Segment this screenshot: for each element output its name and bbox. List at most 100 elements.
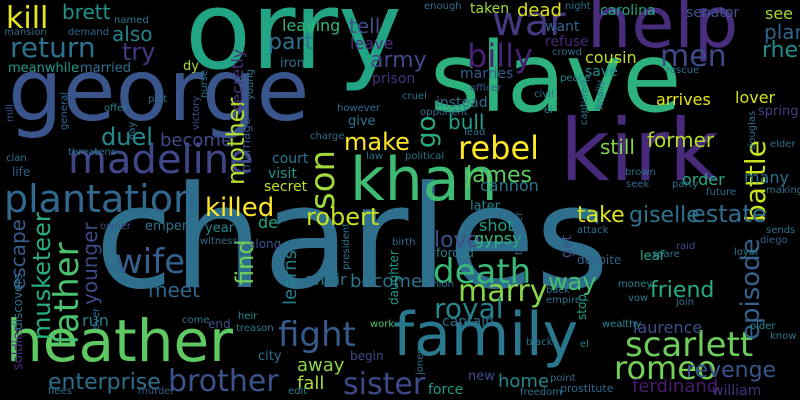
word-see: see — [765, 4, 794, 23]
word-taken: taken — [470, 1, 510, 17]
word-treason: treason — [236, 323, 274, 334]
word-clan: clan — [6, 153, 27, 164]
word-men: men — [660, 39, 727, 74]
word-meanwhile: meanwhile — [8, 61, 79, 76]
word-meet: meet — [148, 278, 200, 302]
word-dy: dy — [183, 59, 199, 74]
word-secret: secret — [264, 179, 308, 195]
word-carolina: carolina — [600, 3, 656, 19]
word-also: also — [112, 22, 153, 46]
word-younger: younger — [78, 222, 102, 305]
word-opponent: opponent — [420, 107, 468, 118]
word-lead: lead — [464, 127, 486, 138]
word-rhett: rhett — [762, 38, 800, 63]
word-dead: dead — [517, 0, 562, 21]
word-black: black — [526, 337, 553, 348]
word-president: president — [341, 222, 352, 270]
word-diego: diego — [760, 235, 788, 246]
word-marriage: marriage — [239, 117, 253, 172]
word-leave: leave — [350, 34, 394, 53]
word-mansion: mansion — [4, 27, 47, 38]
word-brown: brown — [625, 167, 656, 178]
word-visit: visit — [268, 166, 297, 182]
word-war: war — [492, 0, 566, 45]
word-learns: learns — [280, 250, 301, 305]
word-plot: plot — [148, 94, 168, 105]
word-party: party — [672, 179, 699, 190]
word-george: george — [8, 41, 310, 141]
word-leaving: leaving — [282, 16, 341, 35]
word-named: named — [114, 15, 149, 26]
word-captured: captured — [579, 80, 590, 125]
word-civil: civil — [534, 89, 554, 100]
word-many: many — [744, 168, 789, 187]
word-rescue: rescue — [666, 65, 700, 76]
word-el-2: el — [580, 339, 589, 350]
word-daughter: daughter — [387, 250, 401, 305]
word-older: older — [750, 321, 776, 332]
word-together: together — [514, 211, 525, 255]
word-married: married — [80, 61, 131, 76]
word-romeo: romeo — [614, 349, 717, 387]
word-come: come — [182, 315, 210, 326]
word-plantation: plantation — [4, 177, 198, 221]
word-murder: murder — [138, 386, 175, 397]
word-vow: vow — [628, 293, 649, 304]
word-seek: seek — [626, 179, 650, 190]
word-james: james — [466, 163, 533, 188]
word-go: go — [412, 115, 442, 148]
word-tell: tell — [349, 14, 381, 38]
word-year: year — [205, 221, 235, 236]
word-wife: wife — [115, 242, 186, 282]
word-life: life — [12, 165, 31, 179]
word-end: end — [208, 317, 231, 331]
word-cousin: cousin — [585, 48, 637, 67]
word-rebel: rebel — [458, 129, 540, 167]
word-cannon: cannon — [480, 176, 539, 195]
word-way: way — [548, 268, 597, 296]
word-mill: mill — [5, 103, 16, 122]
word-giselle: giselle — [629, 203, 700, 228]
word-later: later — [470, 199, 501, 214]
word-law: law — [366, 151, 384, 162]
word-scarlett: scarlett — [625, 325, 754, 365]
word-royal: royal — [434, 292, 504, 325]
word-loyal: loyal — [734, 247, 758, 258]
word-son: son — [303, 149, 343, 210]
word-despite: despite — [577, 253, 622, 267]
word-along: along — [248, 237, 282, 251]
word-demand: demand — [68, 27, 110, 38]
word-slave: slave — [430, 22, 682, 134]
word-musketeer: musketeer — [28, 212, 56, 340]
word-secretly: secretly — [228, 48, 247, 112]
word-nurse: nurse — [199, 69, 210, 98]
word-shot: shot — [479, 216, 514, 235]
word-refuse: refuse — [545, 34, 589, 50]
word-peace: peace — [560, 73, 591, 84]
word-point: point — [550, 373, 576, 384]
word-de: de — [258, 213, 278, 232]
word-friend: friend — [650, 278, 715, 303]
word-soldier: soldier — [11, 326, 26, 370]
word-edit: edit — [288, 386, 308, 397]
word-offer: offer — [104, 103, 128, 114]
word-charles: charles — [95, 156, 610, 321]
word-join: join — [676, 297, 695, 308]
word-young: young — [245, 68, 256, 100]
word-know: know — [770, 331, 797, 342]
word-money: money — [618, 279, 653, 290]
word-try: try — [122, 38, 156, 66]
word-day: day — [127, 121, 138, 140]
word-union: union — [426, 279, 454, 290]
word-william: william — [712, 383, 762, 399]
word-estate: estate — [691, 200, 767, 228]
word-jones: jones — [415, 348, 426, 375]
word-give: give — [348, 114, 376, 129]
word-freedom: freedom — [520, 387, 562, 398]
word-marries: marries — [460, 66, 514, 82]
word-emperor: emperor — [145, 219, 201, 234]
word-court: court — [272, 151, 309, 167]
word-return: return — [10, 31, 96, 64]
word-although: although — [185, 225, 196, 270]
word-douglas: douglas — [747, 110, 758, 150]
